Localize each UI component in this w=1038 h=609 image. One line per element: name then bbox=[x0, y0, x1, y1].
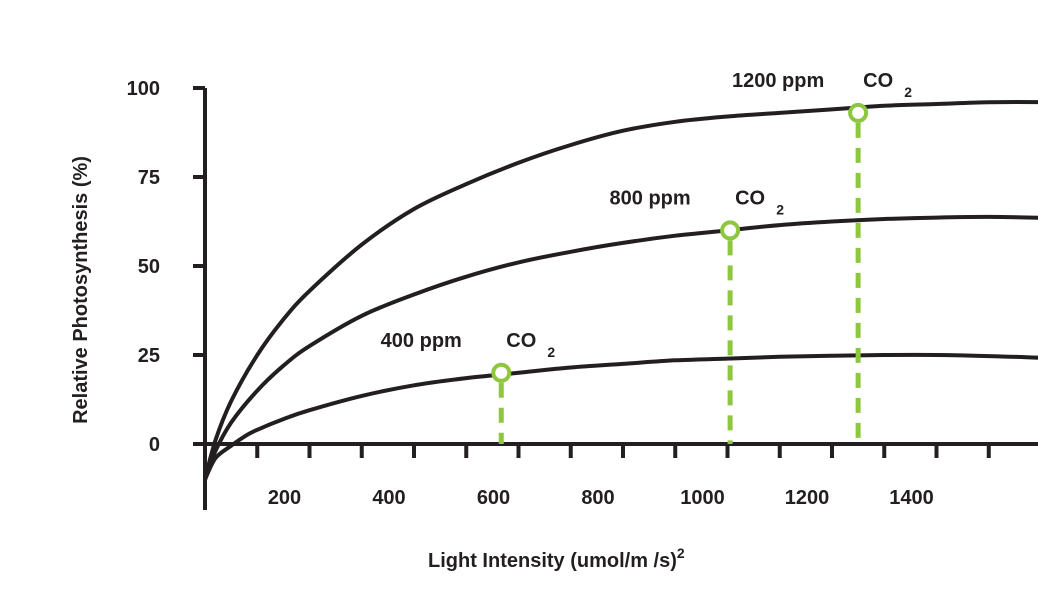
annotation-label-0: 1200 ppm bbox=[732, 70, 824, 92]
x-tick-label: 200 bbox=[268, 487, 301, 509]
annotations: 1200 ppm CO 2 800 ppm CO 2 400 ppm CO 2 bbox=[381, 70, 913, 360]
y-tick-label: 25 bbox=[138, 345, 160, 367]
x-axis-title: Light Intensity (umol/m /s)2 bbox=[428, 545, 685, 572]
annotation-subscript-1: 2 bbox=[776, 201, 784, 217]
annotation-subscript-2: 2 bbox=[547, 344, 555, 360]
annotation-label-2: 400 ppm bbox=[381, 330, 462, 352]
y-tick-label: 50 bbox=[138, 256, 160, 278]
x-tick-label: 400 bbox=[372, 487, 405, 509]
series-line-2 bbox=[203, 352, 1038, 482]
y-tick-label: 100 bbox=[127, 78, 160, 100]
annotation-subscript-0: 2 bbox=[904, 84, 912, 100]
series-lines bbox=[203, 99, 1038, 482]
x-tick-label: 1000 bbox=[680, 487, 725, 509]
x-axis-title-superscript: 2 bbox=[677, 545, 685, 561]
x-tick-label: 800 bbox=[581, 487, 614, 509]
series-line-1 bbox=[203, 214, 1038, 482]
marker-1 bbox=[720, 220, 741, 241]
marker-2 bbox=[491, 362, 512, 383]
x-tick-label: 1400 bbox=[889, 487, 934, 509]
series-line-0 bbox=[203, 99, 1038, 482]
x-tick-label: 600 bbox=[477, 487, 510, 509]
y-tick-label: 75 bbox=[138, 167, 160, 189]
drop-lines bbox=[498, 122, 861, 444]
annotation-co2-0: CO bbox=[863, 70, 893, 92]
annotation-co2-1: CO bbox=[735, 187, 765, 209]
ticks: 0 25 50 75 100 200 400 600 800 1000 1200 1400 bbox=[127, 78, 991, 509]
axes bbox=[193, 88, 1038, 510]
markers bbox=[491, 102, 869, 383]
marker-0 bbox=[848, 102, 869, 123]
x-axis-title-main: Light Intensity (umol/m /s) bbox=[428, 550, 677, 572]
y-tick-label: 0 bbox=[149, 434, 160, 456]
x-tick-label: 1200 bbox=[785, 487, 830, 509]
annotation-label-1: 800 ppm bbox=[610, 187, 691, 209]
y-axis-title: Relative Photosynthesis (%) bbox=[70, 156, 92, 424]
annotation-co2-2: CO bbox=[506, 330, 536, 352]
